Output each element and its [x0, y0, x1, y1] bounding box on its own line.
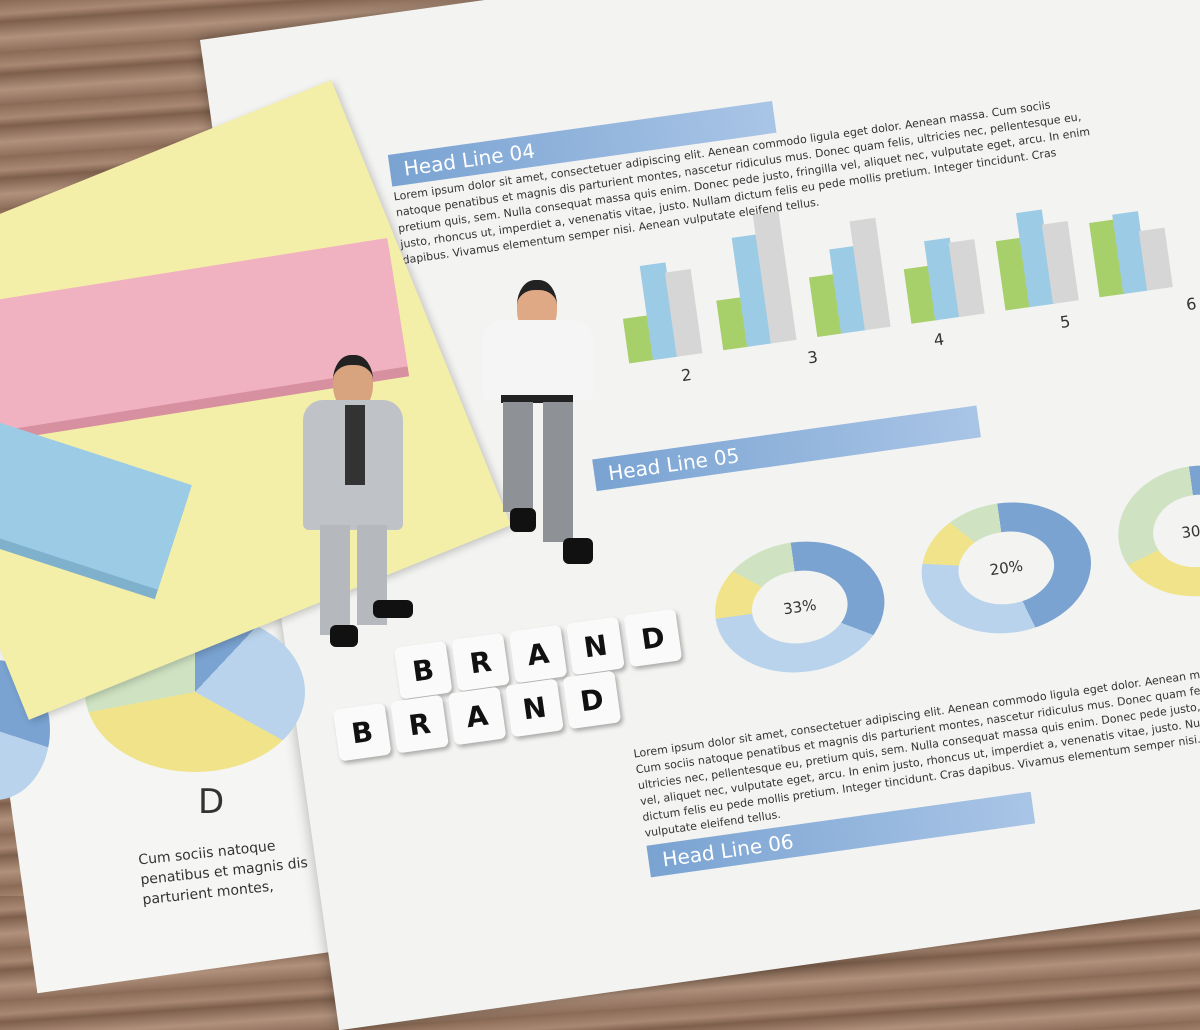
letter-block: A	[508, 624, 568, 684]
headline-05: Head Line 05	[592, 405, 981, 492]
letter-block: N	[505, 678, 564, 738]
donut-label: 30%	[1148, 488, 1200, 574]
letter-block: R	[451, 632, 510, 692]
donut-label: 33%	[747, 564, 852, 650]
pie-letter: D	[198, 782, 225, 822]
bar-number: 6	[1184, 293, 1198, 315]
donut-30: 30%	[1109, 455, 1200, 607]
bar-number: 4	[932, 329, 946, 350]
figure-man-in-suit	[285, 355, 425, 655]
letter-block: D	[623, 608, 683, 668]
bar-number: 3	[806, 347, 820, 368]
letter-block: B	[332, 702, 392, 762]
figure-man-in-shirt	[465, 280, 615, 570]
letter-block: A	[447, 686, 507, 746]
donut-label: 20%	[954, 525, 1059, 611]
letter-block: N	[566, 616, 625, 676]
donut-20: 20%	[913, 491, 1100, 645]
bar-number: 2	[680, 364, 693, 386]
letter-block: D	[562, 670, 622, 730]
donut-33: 33%	[706, 530, 893, 684]
letter-block: B	[393, 640, 453, 700]
letter-block: R	[390, 694, 449, 754]
bar-number: 5	[1058, 311, 1072, 332]
